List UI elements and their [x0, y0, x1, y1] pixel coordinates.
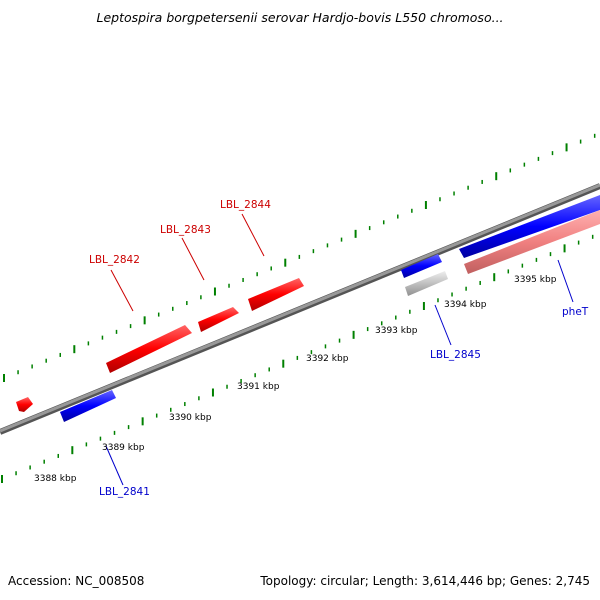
- gene-arrow-LBL_2844[interactable]: [248, 278, 304, 311]
- chromosome-backbone: [0, 183, 600, 435]
- leader-LBL_2845: [434, 304, 452, 346]
- inner-tick-ring: [1, 234, 594, 483]
- gene-arrow-LBL_2840[interactable]: [16, 397, 33, 412]
- scale-label: 3393 kbp: [375, 326, 418, 336]
- gene-label-LBL_2844[interactable]: LBL_2844: [220, 199, 271, 211]
- gene-arrow-pheT-pseudo[interactable]: [464, 210, 600, 274]
- scale-label: 3388 kbp: [34, 474, 77, 484]
- leader-LBL_2843: [181, 237, 205, 281]
- gene-label-LBL_2841[interactable]: LBL_2841: [99, 486, 150, 498]
- scale-label: 3389 kbp: [102, 443, 145, 453]
- leader-LBL_2842: [110, 269, 134, 312]
- gene-arrow-pheT[interactable]: [459, 195, 600, 258]
- accession-text: Accession: NC_008508: [8, 574, 145, 588]
- scale-label: 3394 kbp: [444, 300, 487, 310]
- gene-arrow-LBL_2845b[interactable]: [405, 271, 448, 296]
- scale-label: 3391 kbp: [237, 382, 280, 392]
- gene-label-LBL_2842[interactable]: LBL_2842: [89, 254, 140, 266]
- outer-tick-ring: [3, 133, 596, 382]
- gene-arrow-LBL_2843[interactable]: [198, 307, 239, 332]
- leader-LBL_2844: [241, 213, 265, 257]
- topology-text: Topology: circular; Length: 3,614,446 bp…: [260, 574, 590, 588]
- gene-label-pheT[interactable]: pheT: [562, 306, 589, 318]
- gene-arrow-LBL_2845[interactable]: [401, 254, 442, 278]
- scale-label: 3395 kbp: [514, 275, 557, 285]
- map-title: Leptospira borgpetersenii serovar Hardjo…: [96, 10, 504, 25]
- gene-label-LBL_2845[interactable]: LBL_2845: [430, 349, 481, 361]
- scale-label: 3390 kbp: [169, 413, 212, 423]
- leader-pheT: [557, 259, 574, 303]
- scale-label: 3392 kbp: [306, 354, 349, 364]
- gene-arrow-LBL_2842[interactable]: [106, 325, 192, 373]
- gene-arrow-LBL_2841[interactable]: [60, 390, 116, 422]
- gene-label-LBL_2843[interactable]: LBL_2843: [160, 224, 211, 236]
- leader-LBL_2841: [105, 445, 124, 486]
